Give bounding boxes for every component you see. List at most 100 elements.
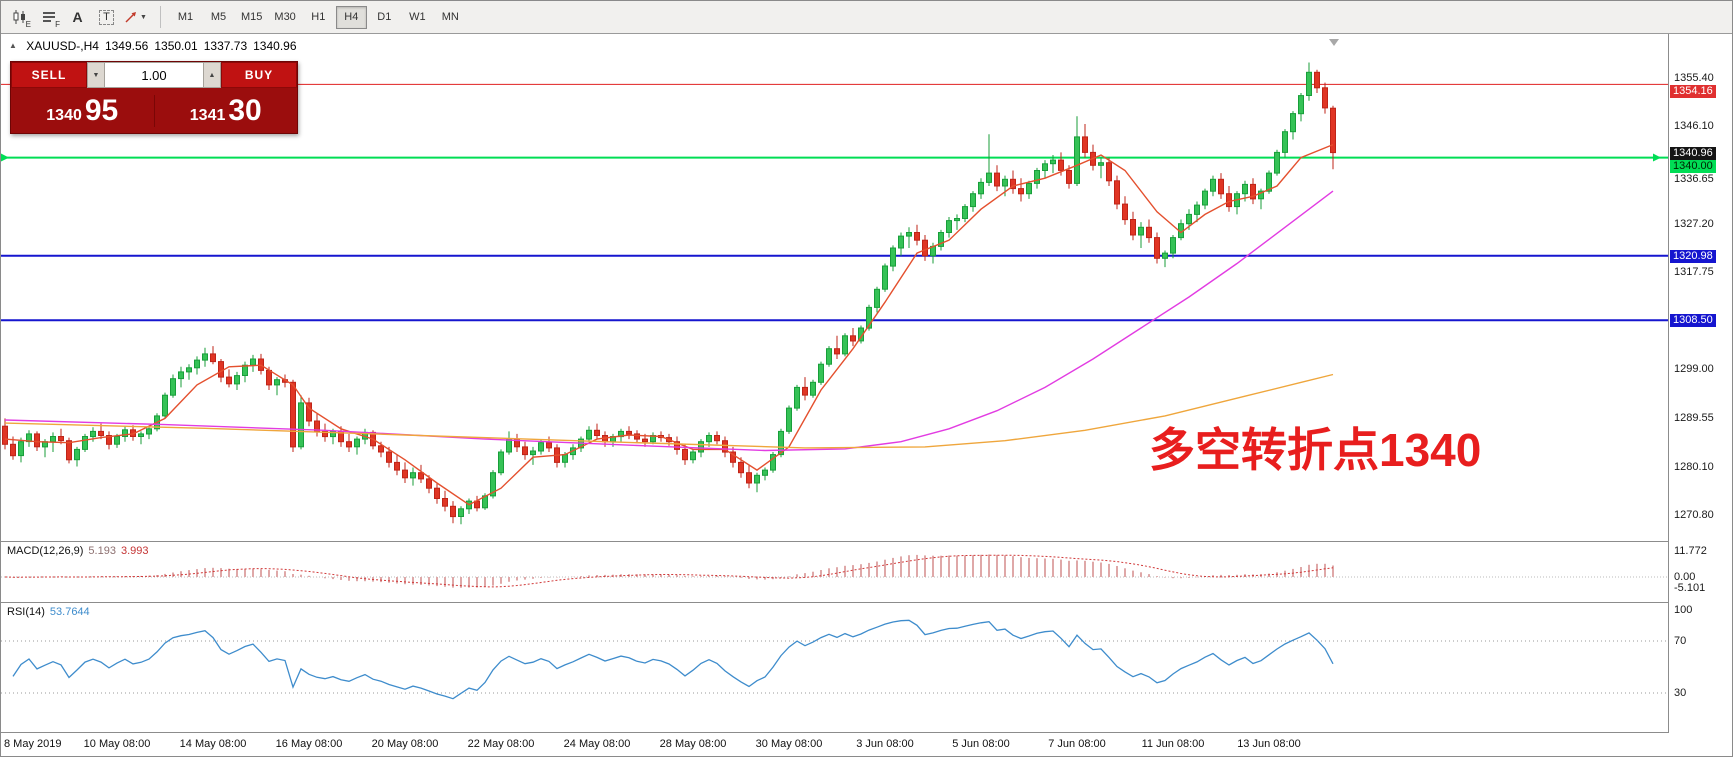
sell-button[interactable]: SELL <box>11 62 87 88</box>
price-badge-1320.98: 1320.98 <box>1670 250 1716 263</box>
bid-pips-digits: 95 <box>84 93 119 127</box>
ohlc-low: 1337.73 <box>203 39 248 53</box>
symbol-period-label: XAUUSD-,H4 <box>26 39 99 53</box>
price-tick-1270.80: 1270.80 <box>1674 509 1714 521</box>
timeframe-W1[interactable]: W1 <box>402 6 433 29</box>
one-click-price-row: 1340 95 1341 30 <box>11 88 297 133</box>
price-tick-1299.00: 1299.00 <box>1674 363 1714 375</box>
icon-sub-label: F <box>55 19 60 29</box>
time-label: 10 May 08:00 <box>83 738 151 750</box>
time-label: 3 Jun 08:00 <box>856 738 914 750</box>
rsi-name: RSI(14) <box>7 606 45 618</box>
ohlc-open: 1349.56 <box>104 39 149 53</box>
price-tick-1280.10: 1280.10 <box>1674 461 1714 473</box>
rsi-panel-canvas[interactable] <box>1 602 1668 732</box>
time-label: 8 May 2019 <box>4 738 62 750</box>
time-label: 5 Jun 08:00 <box>952 738 1010 750</box>
bid-price[interactable]: 1340 95 <box>11 94 154 128</box>
time-label: 14 May 08:00 <box>179 738 247 750</box>
rsi-axis-70: 70 <box>1674 635 1687 647</box>
macd-panel-canvas[interactable] <box>1 541 1668 602</box>
volume-decrease-button[interactable]: ▼ <box>87 62 105 88</box>
rsi-value: 53.7644 <box>49 606 90 618</box>
text-annotation-icon[interactable]: A <box>64 5 91 30</box>
letter-t-glyph: T <box>99 9 114 25</box>
timeframe-M1[interactable]: M1 <box>170 6 201 29</box>
chart-title: ▲ XAUUSD-,H4 1349.56 1350.01 1337.73 1340.96 <box>9 39 303 53</box>
letter-a-glyph: A <box>72 9 83 25</box>
volume-input[interactable] <box>105 62 203 88</box>
time-label: 7 Jun 08:00 <box>1048 738 1106 750</box>
time-label: 11 Jun 08:00 <box>1141 738 1205 750</box>
macd-histogram <box>12 554 1334 588</box>
buy-button[interactable]: BUY <box>221 62 297 88</box>
rsi-indicator-label: RSI(14) 53.7644 <box>7 606 90 618</box>
fast-ma-line[interactable] <box>4 143 1334 506</box>
time-axis[interactable]: 8 May 2019 10 May 08:00 14 May 08:00 16 May… <box>1 733 1732 756</box>
macd-indicator-label: MACD(12,26,9) 5.193 3.993 <box>7 545 148 557</box>
trendline-glyph <box>125 12 137 23</box>
green-line-right-marker <box>1653 153 1661 162</box>
bars-glyph <box>42 12 55 22</box>
ohlc-bars-icon[interactable]: F <box>35 5 62 30</box>
slow-ma-line[interactable] <box>4 373 1334 449</box>
annotation-text: 多空转折点1340 <box>1149 424 1482 476</box>
macd-main-value: 5.193 <box>88 545 116 557</box>
ohlc-close: 1340.96 <box>253 39 297 53</box>
price-tick-1327.20: 1327.20 <box>1674 218 1714 230</box>
timeframe-M15[interactable]: M15 <box>236 6 267 29</box>
timeframe-D1[interactable]: D1 <box>369 6 400 29</box>
rsi-panel-separator[interactable] <box>1 602 1732 603</box>
text-box-icon[interactable]: T <box>93 5 120 30</box>
timeframe-H1[interactable]: H1 <box>303 6 334 29</box>
time-label: 20 May 08:00 <box>371 738 439 750</box>
drawing-tools-icon[interactable]: ▼ <box>122 5 149 30</box>
scroll-to-end-marker[interactable] <box>1329 39 1339 46</box>
price-tick-1346.10: 1346.10 <box>1674 120 1714 132</box>
macd-axis-11.772: 11.772 <box>1674 545 1707 557</box>
toolbar-separator <box>160 6 161 28</box>
price-axis-separator <box>1668 34 1669 756</box>
one-click-trading-widget: SELL ▼ ▲ BUY 1340 95 1341 30 <box>10 61 298 134</box>
macd-axis-0.00: 0.00 <box>1674 571 1696 583</box>
macd-signal-value: 3.993 <box>120 545 149 557</box>
volume-increase-button[interactable]: ▲ <box>203 62 221 88</box>
time-label: 13 Jun 08:00 <box>1237 738 1301 750</box>
time-axis-separator <box>1 732 1732 733</box>
time-label: 30 May 08:00 <box>755 738 823 750</box>
timeframe-button-group: M1 M5 M15 M30 H1 H4 D1 W1 MN <box>169 5 467 29</box>
bid-main-digits: 1340 <box>46 106 82 124</box>
time-label: 22 May 08:00 <box>467 738 535 750</box>
ohlc-high: 1350.01 <box>154 39 198 53</box>
macd-axis--5.101: -5.101 <box>1674 582 1706 594</box>
timeframe-H4[interactable]: H4 <box>335 5 367 29</box>
chart-expand-icon[interactable]: ▲ <box>9 41 17 50</box>
rsi-axis-30: 30 <box>1674 687 1687 699</box>
macd-name: MACD(12,26,9) <box>7 545 84 557</box>
timeframe-M5[interactable]: M5 <box>203 6 234 29</box>
rsi-line <box>12 619 1334 700</box>
price-badge-1354.16: 1354.16 <box>1670 85 1716 98</box>
chevron-down-icon: ▼ <box>140 13 147 21</box>
timeframe-MN[interactable]: MN <box>435 6 466 29</box>
toolbar: E F A T ▼ M1 M5 M15 M30 H1 H4 D1 W1 MN <box>1 1 1732 34</box>
price-badge-1308.50: 1308.50 <box>1670 314 1716 327</box>
ask-price[interactable]: 1341 30 <box>155 94 298 128</box>
price-tick-1355.40: 1355.40 <box>1674 72 1714 84</box>
candlestick-glyph <box>13 10 25 24</box>
price-badge-1340.96: 1340.96 <box>1670 147 1716 160</box>
candlestick-chart-icon[interactable]: E <box>6 5 33 30</box>
macd-panel-separator[interactable] <box>1 541 1732 542</box>
ask-main-digits: 1341 <box>189 106 226 124</box>
time-label: 28 May 08:00 <box>659 738 727 750</box>
icon-sub-label: E <box>25 19 31 29</box>
price-badge-1340.00: 1340.00 <box>1670 160 1716 173</box>
price-tick-1289.55: 1289.55 <box>1674 412 1714 424</box>
price-tick-1336.65: 1336.65 <box>1674 173 1714 185</box>
timeframe-M30[interactable]: M30 <box>269 6 300 29</box>
price-axis[interactable]: 1355.40 1354.16 1346.10 1340.96 1340.00 1336.… <box>1669 34 1732 756</box>
time-label: 24 May 08:00 <box>563 738 631 750</box>
time-label: 16 May 08:00 <box>275 738 343 750</box>
price-divider <box>153 94 155 127</box>
